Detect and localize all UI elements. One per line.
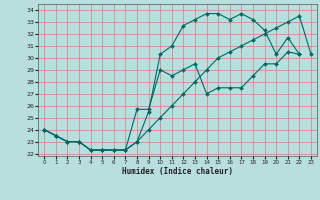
X-axis label: Humidex (Indice chaleur): Humidex (Indice chaleur)	[122, 167, 233, 176]
